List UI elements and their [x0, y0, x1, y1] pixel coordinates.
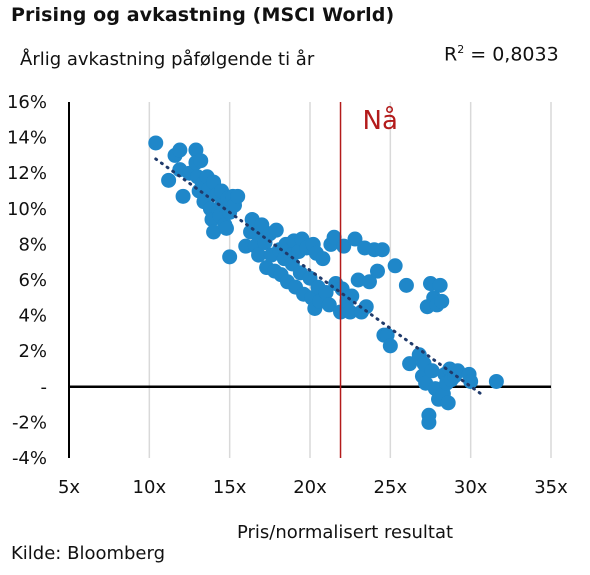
- data-point: [382, 338, 398, 354]
- data-point: [358, 299, 374, 315]
- data-point: [268, 222, 284, 238]
- x-tick-label: 15x: [213, 477, 247, 498]
- r-squared-superscript: 2: [457, 43, 465, 56]
- r-squared-value: = 0,8033: [464, 43, 559, 66]
- data-point: [230, 188, 246, 204]
- y-tick-label: -4%: [12, 448, 47, 469]
- data-point: [369, 263, 385, 279]
- data-point: [326, 229, 342, 245]
- data-point: [421, 414, 437, 430]
- x-tick-label: 20x: [293, 477, 327, 498]
- data-point: [398, 277, 414, 293]
- data-point: [222, 249, 238, 265]
- data-point: [424, 363, 440, 379]
- x-tick-label: 10x: [133, 477, 167, 498]
- y-tick-label: 10%: [7, 199, 47, 220]
- y-axis-label: Årlig avkastning påfølgende ti år: [20, 49, 315, 70]
- data-point: [463, 373, 479, 389]
- y-tick-label: 16%: [7, 92, 47, 113]
- r-squared-symbol: R: [444, 43, 458, 66]
- data-point: [402, 356, 418, 372]
- data-point: [374, 242, 390, 258]
- y-tick-label: 12%: [7, 163, 47, 184]
- y-tick-label: 8%: [18, 234, 47, 255]
- data-point: [488, 373, 504, 389]
- data-point: [434, 293, 450, 309]
- source-label: Kilde: Bloomberg: [11, 543, 166, 564]
- now-marker-label: Nå: [363, 105, 398, 136]
- y-tick-label: 4%: [18, 306, 47, 327]
- data-point: [350, 272, 366, 288]
- data-point: [161, 172, 177, 188]
- y-tick-label: -2%: [12, 412, 47, 433]
- data-point: [361, 274, 377, 290]
- data-point: [440, 395, 456, 411]
- chart-title: Prising og avkastning (MSCI World): [11, 4, 395, 26]
- data-point: [342, 304, 358, 320]
- y-tick-label: 6%: [18, 270, 47, 291]
- data-point: [432, 277, 448, 293]
- data-point: [318, 284, 334, 300]
- x-tick-label: 25x: [374, 477, 408, 498]
- data-point: [206, 224, 222, 240]
- data-point: [148, 135, 164, 151]
- y-tick-label: -: [41, 377, 48, 398]
- data-point: [251, 247, 267, 263]
- data-point: [172, 142, 188, 158]
- data-point: [387, 258, 403, 274]
- y-tick-label: 2%: [18, 341, 47, 362]
- r-squared-label: R2 = 0,8033: [444, 43, 559, 65]
- data-point: [175, 188, 191, 204]
- data-point: [218, 220, 234, 236]
- x-axis-label: Pris/normalisert resultat: [237, 522, 453, 543]
- trend-line: [154, 157, 486, 398]
- data-point: [321, 297, 337, 313]
- y-tick-label: 14%: [7, 128, 47, 149]
- x-tick-label: 35x: [534, 477, 568, 498]
- x-tick-label: 30x: [454, 477, 488, 498]
- data-point: [344, 288, 360, 304]
- data-point: [347, 231, 363, 247]
- x-tick-label: 5x: [58, 477, 80, 498]
- data-point: [193, 153, 209, 169]
- data-point: [315, 251, 331, 267]
